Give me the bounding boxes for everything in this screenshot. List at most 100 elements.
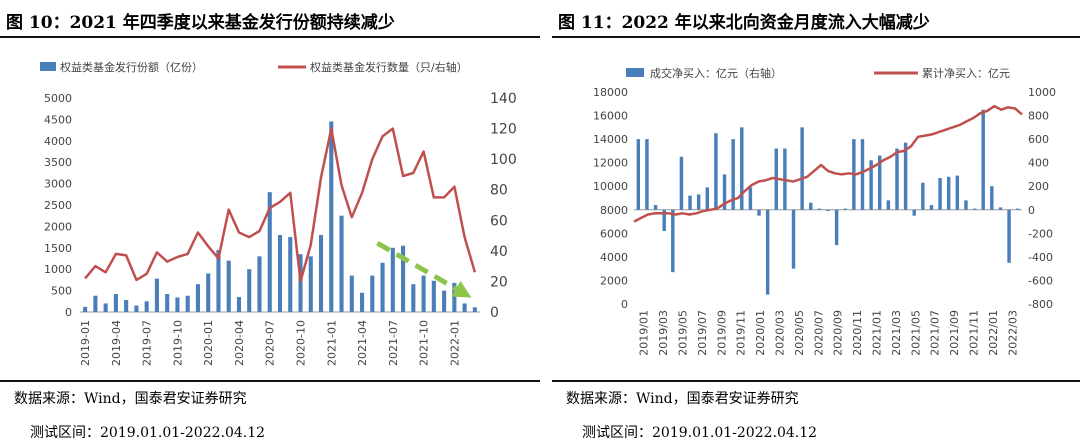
bar: [288, 237, 293, 312]
x-tick-label: 2019-10: [171, 320, 184, 366]
y-right-tick-label: 400: [1028, 157, 1049, 170]
bar: [800, 127, 804, 210]
y-right-tick-label: 100: [490, 152, 517, 168]
y-left-tick-label: 0: [621, 298, 628, 311]
chart-title: 图 10：2021 年四季度以来基金发行份额持续减少: [6, 13, 395, 33]
x-tick-label: 2021/07: [929, 310, 942, 356]
x-tick-label: 2021/11: [968, 310, 981, 356]
bar: [113, 294, 118, 312]
x-tick-label: 2022/01: [987, 310, 1000, 356]
y-left-tick-label: 8000: [600, 204, 628, 217]
bar: [722, 174, 727, 210]
northbound-flow-chart: 成交净买入：亿元（右轴） 累计净买入：亿元02000400060008000100…: [593, 66, 1056, 356]
bar: [431, 280, 436, 312]
bar: [929, 205, 934, 210]
bar: [791, 209, 796, 269]
y-left-tick-label: 6000: [600, 227, 628, 240]
bar: [757, 209, 761, 216]
chart-panel-left: 图 10：2021 年四季度以来基金发行份额持续减少 权益类基金发行份额（亿份）…: [0, 13, 540, 441]
bar: [134, 305, 139, 312]
test-range-note: 测试区间：2019.01.01-2022.04.12: [582, 425, 818, 441]
bar: [411, 284, 416, 312]
bar: [360, 292, 365, 312]
bar: [421, 275, 426, 312]
y-left-tick-label: 2500: [44, 199, 72, 212]
y-right-tick-label: 0: [1028, 204, 1035, 217]
bar: [679, 156, 684, 210]
x-tick-label: 2020/01: [754, 310, 767, 356]
x-tick-label: 2022/03: [1006, 310, 1019, 356]
fund-issuance-chart: 权益类基金发行份额（亿份） 权益类基金发行数量（只/右轴）050010001500…: [40, 60, 517, 366]
bar: [339, 215, 344, 312]
x-tick-label: 2021-07: [387, 320, 400, 366]
source-rule: [552, 380, 1080, 382]
bar: [103, 303, 108, 312]
bar: [195, 284, 200, 312]
x-tick-label: 2021/05: [909, 310, 922, 356]
bar: [765, 209, 770, 295]
bar: [144, 301, 149, 312]
bar: [206, 273, 211, 312]
bar: [154, 278, 159, 312]
y-left-tick-label: 4000: [600, 251, 628, 264]
bar: [472, 307, 477, 312]
bar: [257, 256, 262, 312]
bar: [981, 109, 985, 210]
source-note: 数据来源：Wind，国泰君安证券研究: [566, 391, 799, 407]
y-left-tick-label: 2000: [600, 274, 628, 287]
bar: [696, 194, 701, 210]
x-tick-label: 2021-04: [356, 320, 369, 366]
y-left-tick-label: 1000: [44, 263, 72, 276]
x-tick-label: 2020-07: [264, 320, 277, 366]
bar: [308, 256, 313, 312]
bar: [964, 200, 968, 210]
x-tick-label: 2020-04: [233, 320, 246, 366]
y-left-tick-label: 18000: [593, 86, 628, 99]
legend-label: 权益类基金发行数量（只/右轴）: [310, 60, 468, 74]
bar: [298, 254, 303, 312]
y-right-tick-label: 200: [1028, 180, 1049, 193]
bar: [912, 209, 916, 216]
bar: [452, 282, 457, 312]
y-right-tick-label: 80: [490, 183, 508, 199]
x-tick-label: 2019-04: [110, 320, 123, 366]
x-tick-label: 2020/05: [793, 310, 806, 356]
bar: [886, 200, 891, 210]
y-right-tick-label: 120: [490, 122, 517, 138]
bar: [955, 175, 960, 210]
title-rule: [0, 36, 540, 38]
source-rule: [0, 380, 540, 382]
x-tick-label: 2022-01: [448, 320, 461, 366]
bar: [329, 121, 334, 312]
bar: [843, 208, 847, 210]
x-tick-label: 2021/01: [871, 310, 884, 356]
bar: [653, 205, 658, 210]
test-range-note: 测试区间：2019.01.01-2022.04.12: [30, 425, 266, 441]
y-right-tick-label: 60: [490, 213, 508, 229]
x-tick-label: 2020-10: [295, 320, 308, 366]
series-line: [84, 127, 477, 283]
trend-arrow-head: [451, 280, 472, 298]
bar: [175, 297, 180, 312]
bar: [247, 269, 252, 312]
chart-panel-right: 图 11：2022 年以来北向资金月度流入大幅减少 成交净买入：亿元（右轴） 累计…: [552, 0, 1080, 447]
y-right-tick-label: -800: [1028, 298, 1053, 311]
bar: [903, 142, 908, 210]
chart-title: 图 11：2022 年以来北向资金月度流入大幅减少: [558, 13, 930, 33]
bar: [714, 133, 718, 210]
y-left-tick-label: 5000: [44, 92, 72, 105]
y-left-tick-label: 16000: [593, 110, 628, 123]
x-tick-label: 2021/03: [890, 310, 903, 356]
bar: [921, 182, 925, 210]
title-rule: [552, 36, 1080, 38]
y-right-tick-label: 800: [1028, 110, 1049, 123]
bar: [671, 209, 675, 273]
legend-label: 权益类基金发行份额（亿份）: [60, 60, 203, 74]
bar: [688, 195, 692, 210]
bar: [705, 187, 710, 210]
x-tick-label: 2019/01: [638, 310, 651, 356]
bar: [165, 294, 170, 312]
bar: [185, 295, 190, 312]
y-left-tick-label: 1500: [44, 242, 72, 255]
bar: [990, 186, 994, 210]
